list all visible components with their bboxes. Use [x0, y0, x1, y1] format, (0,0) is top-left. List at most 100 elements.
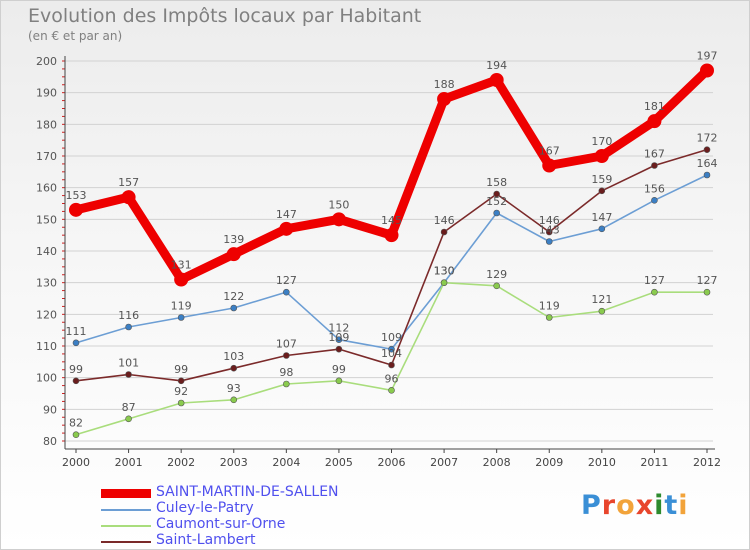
data-point [335, 377, 343, 385]
data-label: 130 [434, 265, 455, 278]
y-tick-label: 180 [36, 118, 57, 131]
data-label: 147 [276, 208, 297, 221]
x-tick-label: 2000 [62, 456, 90, 469]
data-label: 139 [223, 233, 244, 246]
data-point [703, 146, 711, 153]
data-point [493, 209, 500, 217]
data-point [388, 361, 395, 369]
legend-swatch [101, 525, 151, 527]
legend-label: Saint-Lambert [156, 532, 256, 548]
data-label: 167 [539, 145, 560, 158]
y-tick-label: 170 [36, 150, 57, 163]
data-label: 158 [486, 176, 507, 189]
data-point [283, 380, 290, 388]
data-point [384, 228, 399, 243]
data-label: 99 [332, 363, 346, 376]
data-point [331, 212, 346, 227]
data-label: 99 [69, 363, 83, 376]
data-point [440, 228, 448, 236]
y-tick-label: 200 [36, 55, 57, 68]
data-point [700, 63, 714, 78]
x-tick-label: 2011 [640, 456, 668, 469]
data-label: 104 [381, 347, 402, 360]
data-point [598, 307, 606, 315]
data-point [279, 221, 294, 236]
y-tick-label: 80 [43, 435, 57, 448]
data-point [72, 339, 80, 347]
data-point [647, 114, 662, 129]
data-point [125, 371, 132, 378]
data-label: 98 [279, 366, 293, 379]
data-point [72, 377, 80, 385]
data-point [388, 387, 395, 394]
y-tick-label: 100 [36, 372, 57, 385]
data-label: 127 [276, 274, 297, 287]
data-point [440, 279, 448, 286]
data-point [174, 272, 189, 287]
data-point [230, 304, 238, 312]
data-point [230, 364, 238, 372]
y-tick-label: 190 [36, 87, 57, 100]
data-point [651, 162, 658, 169]
data-label: 99 [174, 363, 188, 376]
data-point [493, 282, 500, 290]
data-label: 101 [118, 357, 139, 370]
data-point [703, 288, 711, 296]
data-label: 156 [644, 182, 665, 195]
data-label: 119 [171, 300, 192, 313]
data-label: 145 [381, 214, 402, 227]
x-tick-label: 2008 [483, 456, 511, 469]
data-label: 103 [223, 350, 244, 363]
data-label: 143 [539, 224, 560, 237]
data-point [545, 228, 553, 236]
data-label: 111 [66, 325, 87, 338]
data-label: 93 [227, 382, 241, 395]
data-label: 109 [328, 331, 349, 344]
data-point [594, 149, 609, 163]
x-tick-label: 2003 [220, 456, 248, 469]
data-point [545, 314, 553, 321]
data-point [125, 415, 132, 423]
data-point [489, 73, 504, 87]
y-tick-label: 150 [36, 213, 57, 226]
x-tick-label: 2004 [272, 456, 300, 469]
data-label: 119 [539, 300, 560, 313]
chart-subtitle: (en € et par an) [28, 29, 123, 43]
data-label: 146 [539, 214, 560, 227]
data-label: 109 [381, 331, 402, 344]
legend-label: Caumont-sur-Orne [156, 516, 286, 532]
data-point [69, 202, 83, 217]
x-tick-label: 2005 [325, 456, 353, 469]
data-point [703, 171, 711, 179]
data-point [598, 225, 606, 233]
data-label: 146 [434, 214, 455, 227]
x-tick-label: 2012 [693, 456, 721, 469]
data-label: 181 [644, 100, 665, 113]
data-point [651, 288, 658, 296]
y-tick-label: 90 [43, 403, 57, 416]
data-point [283, 352, 290, 359]
data-point [335, 345, 343, 353]
series-line-saint-martin-de-sallen [71, 66, 712, 284]
legend-swatch [101, 509, 151, 511]
data-label: 150 [328, 198, 349, 211]
data-point [226, 247, 241, 262]
data-label: 96 [385, 372, 399, 385]
data-point [177, 399, 185, 407]
y-tick-label: 110 [36, 340, 57, 353]
data-point [230, 396, 238, 404]
y-tick-label: 160 [36, 182, 57, 195]
data-label: 87 [122, 401, 136, 414]
data-label: 157 [118, 176, 139, 189]
logo-letter: i [654, 490, 665, 521]
data-label: 194 [486, 59, 507, 72]
data-label: 122 [223, 290, 244, 303]
data-label: 188 [434, 78, 455, 91]
logo-letter: i [678, 490, 689, 521]
logo-letter: x [635, 490, 655, 521]
legend-label: SAINT-MARTIN-DE-SALLEN [156, 484, 339, 500]
x-tick-label: 2009 [535, 456, 563, 469]
logo-letter: t [664, 490, 679, 521]
